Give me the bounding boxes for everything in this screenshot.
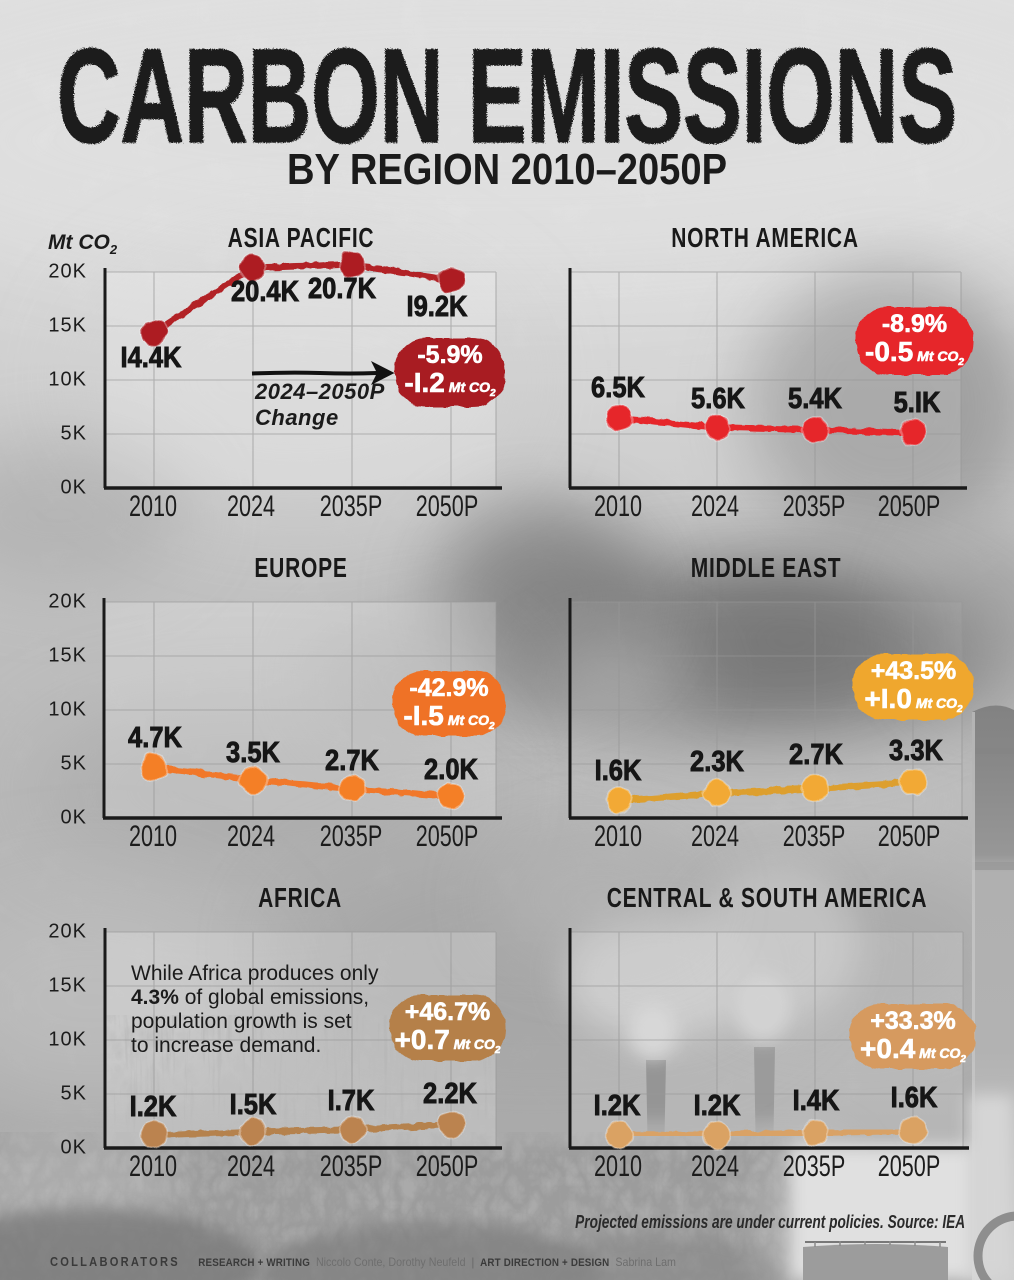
svg-text:CARBON EMISSIONS: CARBON EMISSIONS [57, 22, 957, 171]
svg-text:BY REGION 2010–2050P: BY REGION 2010–2050P [287, 145, 727, 194]
